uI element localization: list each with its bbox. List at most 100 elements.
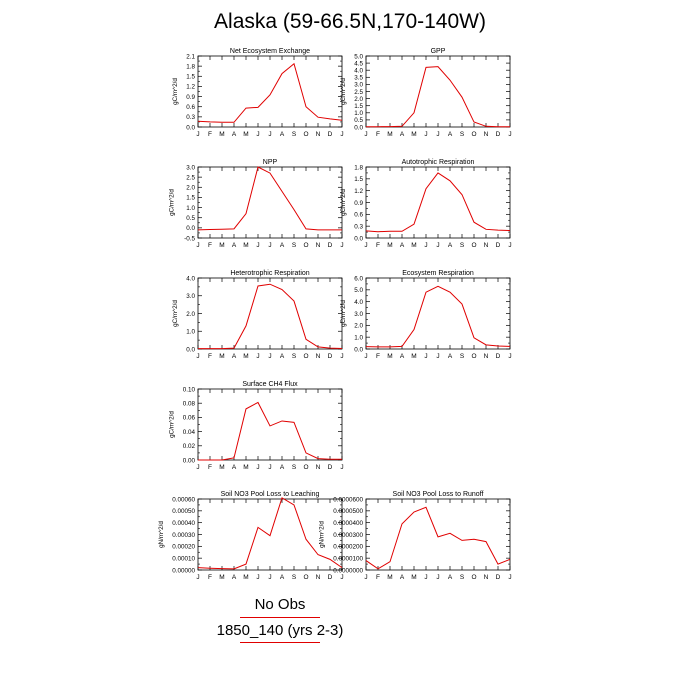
y-tick-label: 1.5 <box>354 176 363 183</box>
x-tick-label: F <box>208 242 212 249</box>
y-tick-label: 0.00020 <box>172 544 195 551</box>
x-tick-label: J <box>424 131 427 138</box>
x-tick-label: A <box>280 242 285 249</box>
y-tick-label: 1.0 <box>354 110 363 117</box>
x-tick-label: M <box>219 353 224 360</box>
x-tick-label: F <box>376 242 380 249</box>
chart-panel: Surface CH4 Flux 0.00 0.02 0.04 0.06 0.08 0.10… <box>138 375 348 483</box>
y-axis-label: gC/m^2/d <box>172 78 179 105</box>
y-tick-label: 0.6 <box>186 104 195 111</box>
x-tick-label: J <box>436 242 439 249</box>
plot-frame <box>365 166 511 239</box>
chart-svg: Heterotrophic Respiration 0.0 1.0 2.0 3.0 4.0… <box>172 270 343 360</box>
y-tick-label: 4.0 <box>354 68 363 75</box>
y-tick-label: 3.0 <box>354 82 363 89</box>
y-tick-label: 1.8 <box>354 164 363 171</box>
y-tick-label: 1.5 <box>186 74 195 81</box>
x-tick-label: N <box>484 131 489 138</box>
y-tick-label: 0.5 <box>354 117 363 124</box>
y-tick-label: 1.2 <box>354 188 363 195</box>
x-tick-label: J <box>436 353 439 360</box>
x-tick-label: J <box>508 242 511 249</box>
x-tick-label: S <box>292 464 297 471</box>
panel-title: Surface CH4 Flux <box>242 381 298 388</box>
x-tick-label: M <box>387 242 392 249</box>
series-line <box>365 506 511 570</box>
x-tick-label: D <box>328 242 333 249</box>
chart-panel: NPP -0.5 0.0 0.5 1.0 1.5 2.0 2.5 3.0 gC/m^2/d J F M A… <box>138 153 348 261</box>
x-tick-label: J <box>364 353 367 360</box>
x-tick-label: S <box>292 131 297 138</box>
y-tick-label: 0.04 <box>183 429 196 436</box>
x-tick-label: D <box>496 353 501 360</box>
y-tick-label: 1.0 <box>186 205 195 212</box>
panel-title: Ecosystem Respiration <box>402 270 474 277</box>
x-tick-label: N <box>484 242 489 249</box>
chart-svg: NPP-0.50.00.51.01.52.02.53.0gC/m^2/dJ F M A… <box>169 159 344 249</box>
chart-svg: Autotrophic Respiration 0.0 0.3 0.6 0.9 1.2 1.… <box>340 159 511 249</box>
y-axis-label: gC/m^2/d <box>340 78 347 105</box>
x-tick-label: F <box>208 353 212 360</box>
y-tick-label: 2.0 <box>186 311 195 318</box>
plot-frame <box>365 498 511 571</box>
y-tick-label: 0.5 <box>186 215 195 222</box>
x-tick-label: M <box>387 131 392 138</box>
y-tick-label: 0.00050 <box>172 508 195 515</box>
series-line <box>366 66 510 128</box>
plot-area: Soil NO3 Pool Loss to Runoff 0.0000000 0.0… <box>319 491 512 581</box>
x-tick-label: N <box>484 353 489 360</box>
x-tick-label: A <box>280 353 285 360</box>
x-tick-label: A <box>232 574 237 581</box>
y-tick-label: 2.5 <box>186 174 195 181</box>
chart-panel: Autotrophic Respiration 0.0 0.3 0.6 0.9 1.2 1.… <box>306 153 516 261</box>
series-line <box>197 497 343 570</box>
chart-panel: GPP 0.0 0.5 1.0 1.5 2.0 2.5 3.0 3.5 4.0 4.5 5.0 gC/m… <box>306 42 516 150</box>
y-axis-label: gN/m^2/d <box>319 521 326 548</box>
x-tick-label: O <box>303 242 308 249</box>
x-tick-label: J <box>268 131 271 138</box>
y-tick-label: 3.5 <box>354 75 363 82</box>
y-tick-label: 0.0000300 <box>333 532 363 539</box>
series-line <box>197 62 343 123</box>
x-tick-label: J <box>424 242 427 249</box>
x-tick-label: J <box>508 574 511 581</box>
x-tick-label: J <box>508 353 511 360</box>
y-tick-label: 0.6 <box>354 212 363 219</box>
x-tick-label: A <box>280 464 285 471</box>
x-tick-label: A <box>448 574 453 581</box>
x-tick-label: D <box>328 574 333 581</box>
chart-panel: Net Ecosystem Exchange 0.0 0.3 0.6 0.9 1.2 1.5… <box>138 42 348 150</box>
y-tick-label: 2.0 <box>354 96 363 103</box>
x-tick-label: S <box>292 353 297 360</box>
x-tick-label: S <box>460 353 465 360</box>
y-tick-label: 0.0000600 <box>333 496 363 503</box>
y-tick-label: 3.0 <box>186 164 195 171</box>
x-tick-label: J <box>340 242 343 249</box>
y-tick-label: 0.00060 <box>172 496 195 503</box>
y-tick-label: 0.00040 <box>172 520 195 527</box>
x-tick-label: J <box>256 353 259 360</box>
y-tick-label: 0.00030 <box>172 532 195 539</box>
plot-area: Surface CH4 Flux 0.00 0.02 0.04 0.06 0.08 0.10… <box>169 381 344 471</box>
plot-frame <box>197 388 343 461</box>
y-tick-label: 0.0 <box>354 124 363 131</box>
x-tick-label: M <box>243 464 248 471</box>
y-tick-label: 2.5 <box>354 89 363 96</box>
y-tick-label: 0.0000400 <box>333 520 363 527</box>
panel-title: Heterotrophic Respiration <box>230 270 309 277</box>
x-tick-label: D <box>328 131 333 138</box>
x-tick-label: M <box>411 242 416 249</box>
x-tick-label: S <box>460 574 465 581</box>
x-tick-label: A <box>232 131 237 138</box>
y-tick-label: 0.08 <box>183 401 196 408</box>
x-tick-label: A <box>448 131 453 138</box>
series-line <box>198 401 342 461</box>
plot-area: NPP-0.50.00.51.01.52.02.53.0gC/m^2/dJ F M A… <box>169 159 344 249</box>
x-tick-label: F <box>208 131 212 138</box>
x-tick-label: J <box>196 242 199 249</box>
x-tick-label: J <box>256 242 259 249</box>
chart-svg: Soil NO3 Pool Loss to Leaching 0.00000 0.0… <box>158 491 344 581</box>
y-tick-label: 2.1 <box>186 53 195 60</box>
y-tick-label: 5.0 <box>354 287 363 294</box>
x-tick-label: M <box>243 574 248 581</box>
